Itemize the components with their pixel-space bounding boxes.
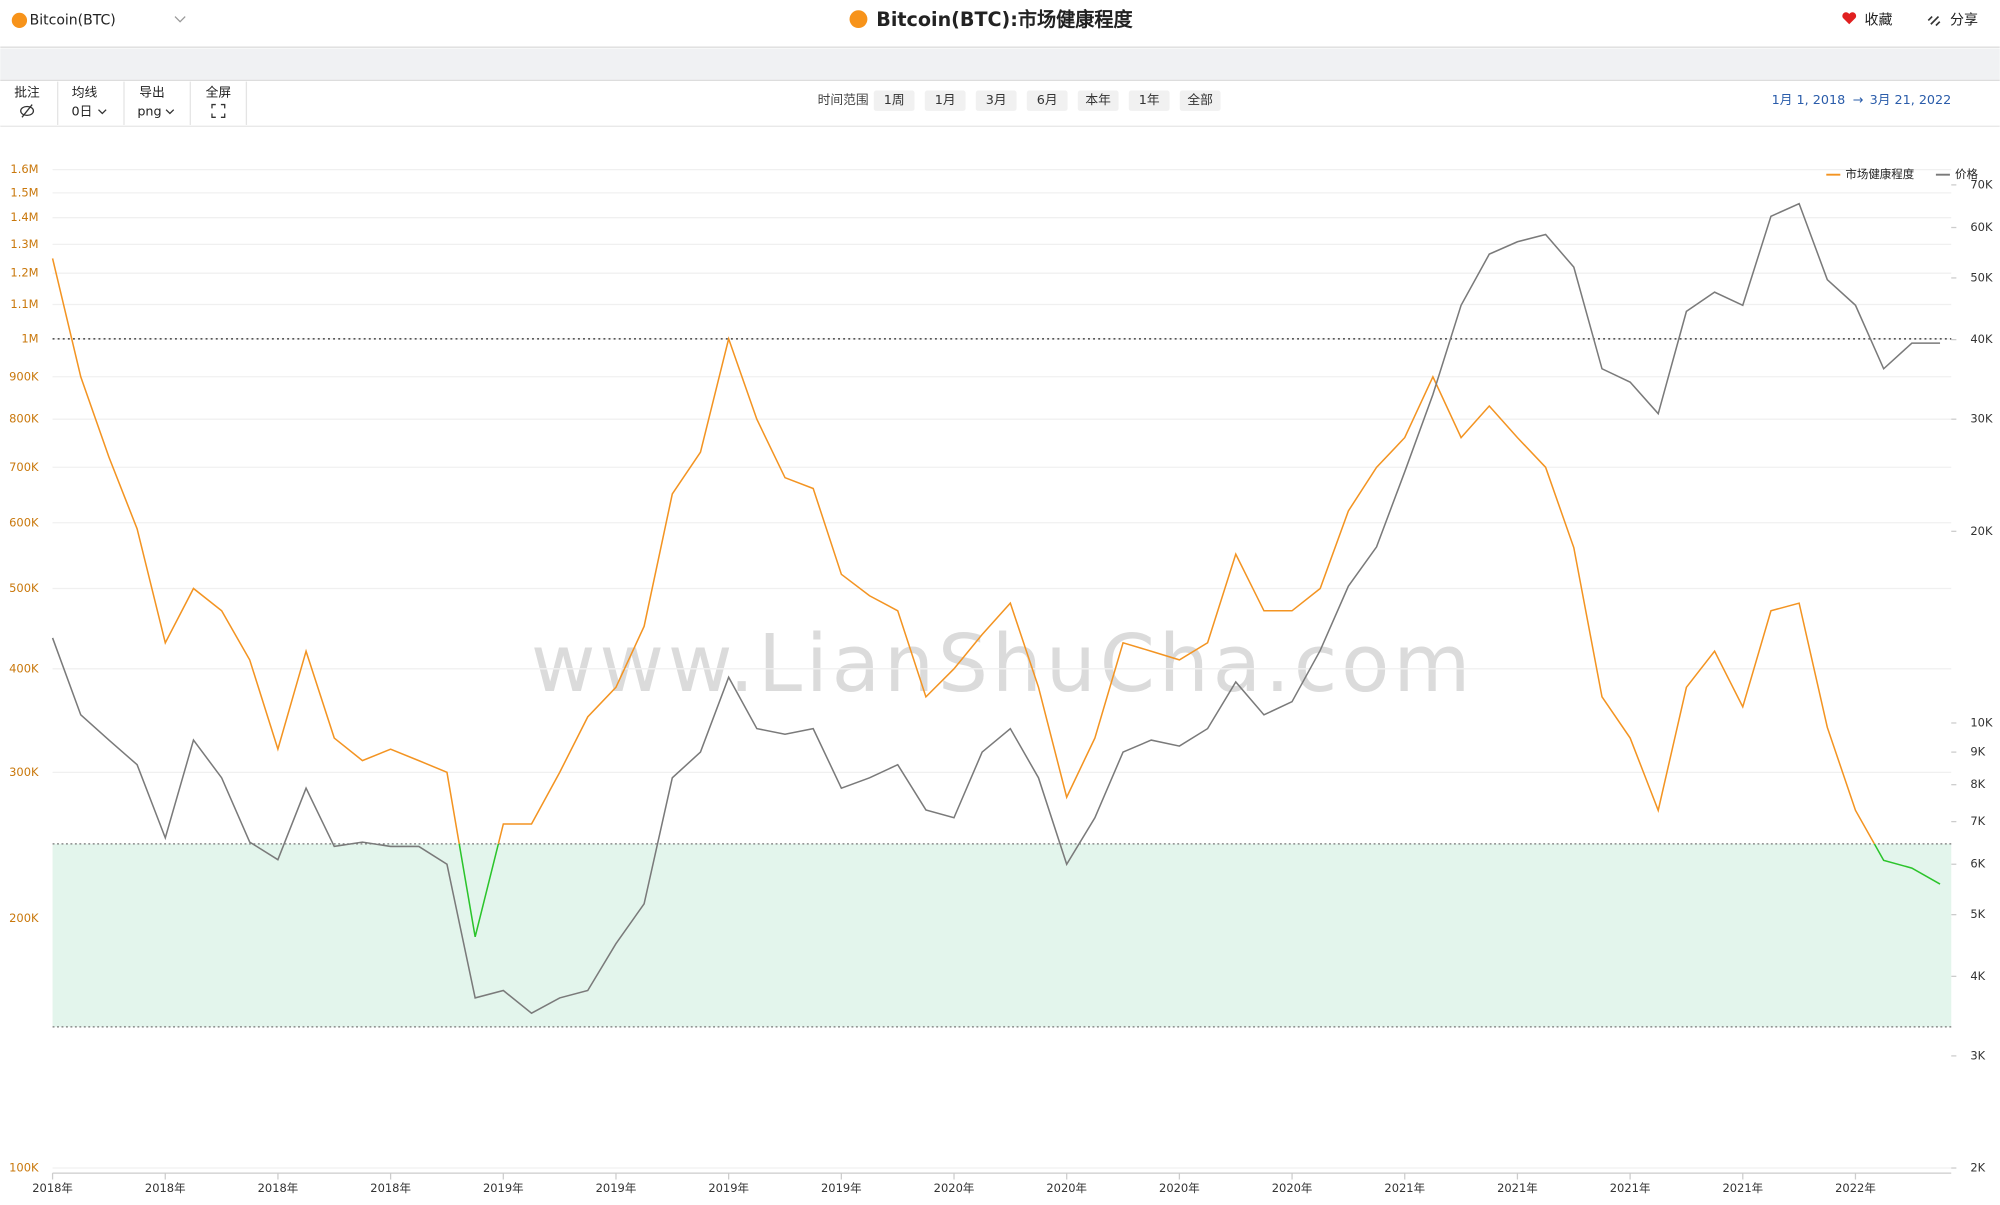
date-end[interactable]: 3月 21, 2022 [1870, 93, 1952, 108]
tool-label[interactable]: 均线 [72, 86, 98, 101]
x-tick-label: 2018年 [145, 1181, 186, 1195]
range-button-label[interactable]: 全部 [1187, 92, 1213, 108]
y2-tick-label: 8K [1970, 777, 1985, 791]
y2-tick-label: 4K [1970, 969, 1985, 983]
y-tick-label: 1.4M [10, 210, 38, 224]
range-button-label[interactable]: 6月 [1037, 93, 1058, 108]
x-tick-label: 2020年 [1272, 1181, 1313, 1195]
legend-label[interactable]: 市场健康程度 [1845, 167, 1914, 181]
range-button-label[interactable]: 1年 [1139, 93, 1160, 108]
range-button[interactable] [1077, 90, 1119, 111]
range-button[interactable] [873, 90, 915, 111]
range-button-label[interactable]: 本年 [1085, 93, 1111, 108]
range-button-label[interactable]: 1周 [884, 93, 905, 108]
link-icon[interactable] [1927, 15, 1941, 27]
y-tick-label: 100K [9, 1161, 39, 1175]
y2-tick-label: 20K [1970, 524, 1993, 538]
x-tick-label: 2020年 [934, 1181, 975, 1195]
y2-tick-label: 2K [1970, 1161, 1985, 1175]
x-tick-label: 2019年 [708, 1181, 749, 1195]
y2-tick-label: 3K [1970, 1048, 1985, 1062]
y-tick-label: 600K [9, 515, 39, 529]
y-tick-label: 300K [9, 765, 39, 779]
series-line [51, 258, 1876, 844]
heart-icon[interactable] [1842, 12, 1857, 25]
range-label: 时间范围 [818, 93, 869, 108]
y2-tick-label: 5K [1970, 907, 1985, 921]
watermark: www.LianShuCha.com [531, 618, 1474, 710]
y-tick-label: 1M [21, 331, 38, 345]
dropdown-chevron[interactable] [98, 109, 107, 115]
gray-band [0, 48, 2000, 81]
series-line-below-zone [458, 843, 1941, 938]
toolbar: 批注 均线 0日 导出 png 全屏 时间范围 1月 1, 2018 → 3月 … [14, 81, 1952, 125]
y-tick-label: 500K [9, 581, 39, 595]
x-tick-label: 2018年 [370, 1181, 411, 1195]
x-tick-label: 2022年 [1835, 1181, 1876, 1195]
page-title: Bitcoin(BTC):市场健康程度 [876, 8, 1133, 31]
hide-icon[interactable] [20, 104, 35, 118]
range-button[interactable] [1128, 90, 1170, 111]
x-tick-label: 2021年 [1610, 1181, 1651, 1195]
y2-tick-label: 7K [1970, 814, 1985, 828]
x-tick-label: 2021年 [1497, 1181, 1538, 1195]
share-button[interactable]: 分享 [1950, 11, 1978, 28]
x-tick-label: 2020年 [1159, 1181, 1200, 1195]
y-tick-label: 1.6M [10, 162, 38, 176]
favorite-button[interactable]: 收藏 [1865, 12, 1893, 28]
tool-label[interactable]: 批注 [14, 86, 40, 101]
healthy-zone [52, 843, 1952, 1027]
y2-tick-label: 50K [1970, 270, 1993, 284]
y-tick-label: 1.5M [10, 185, 38, 199]
range-button[interactable] [1179, 90, 1221, 111]
x-tick-label: 2019年 [483, 1181, 524, 1195]
coin-selector[interactable]: Bitcoin(BTC) [30, 12, 116, 28]
y-tick-label: 1.1M [10, 297, 38, 311]
y2-tick-label: 60K [1970, 220, 1993, 234]
dropdown-chevron[interactable] [174, 16, 186, 23]
y2-tick-label: 9K [1970, 745, 1985, 759]
dropdown-chevron[interactable] [165, 109, 175, 115]
range-button-label[interactable]: 1月 [935, 93, 956, 108]
y-tick-label: 1.2M [10, 266, 38, 280]
range-button[interactable] [975, 90, 1017, 111]
date-separator: → [1853, 93, 1864, 108]
x-tick-label: 2018年 [32, 1181, 73, 1195]
y-tick-label: 400K [9, 661, 39, 675]
legend-label[interactable]: 价格 [1955, 167, 1978, 181]
series-line [51, 202, 1941, 1015]
x-tick-label: 2020年 [1046, 1181, 1087, 1195]
y2-tick-label: 10K [1970, 715, 1993, 729]
y2-tick-label: 30K [1970, 412, 1993, 426]
fullscreen-icon[interactable] [211, 103, 226, 118]
date-start[interactable]: 1月 1, 2018 [1772, 93, 1846, 108]
x-tick-label: 2019年 [821, 1181, 862, 1195]
tool-label[interactable]: 全屏 [206, 85, 232, 101]
tool-label[interactable]: 导出 [139, 86, 165, 101]
x-tick-label: 2018年 [258, 1181, 299, 1195]
plot-area: www.LianShuCha.com 100K 200K 300K 400K 500K 60… [9, 162, 1993, 1195]
range-button-label[interactable]: 3月 [986, 93, 1007, 108]
coin-icon [11, 12, 28, 29]
x-tick-label: 2021年 [1722, 1181, 1763, 1195]
tool-value[interactable]: png [137, 105, 161, 120]
range-button[interactable] [1026, 90, 1068, 111]
x-tick-label: 2019年 [596, 1181, 637, 1195]
y2-tick-label: 6K [1970, 857, 1985, 871]
header: Bitcoin(BTC) Bitcoin(BTC):市场健康程度 收藏 分享 [11, 8, 1978, 31]
y-tick-label: 800K [9, 412, 39, 426]
y2-tick-label: 70K [1970, 177, 1993, 191]
y-tick-label: 900K [9, 369, 39, 383]
tool-value[interactable]: 0日 [71, 105, 92, 120]
y2-tick-label: 40K [1970, 332, 1993, 346]
range-button[interactable] [924, 90, 966, 111]
y-tick-label: 200K [9, 911, 39, 925]
y-tick-label: 1.3M [10, 237, 38, 251]
title-icon [849, 10, 868, 29]
y-tick-label: 700K [9, 460, 39, 474]
x-tick-label: 2021年 [1384, 1181, 1425, 1195]
